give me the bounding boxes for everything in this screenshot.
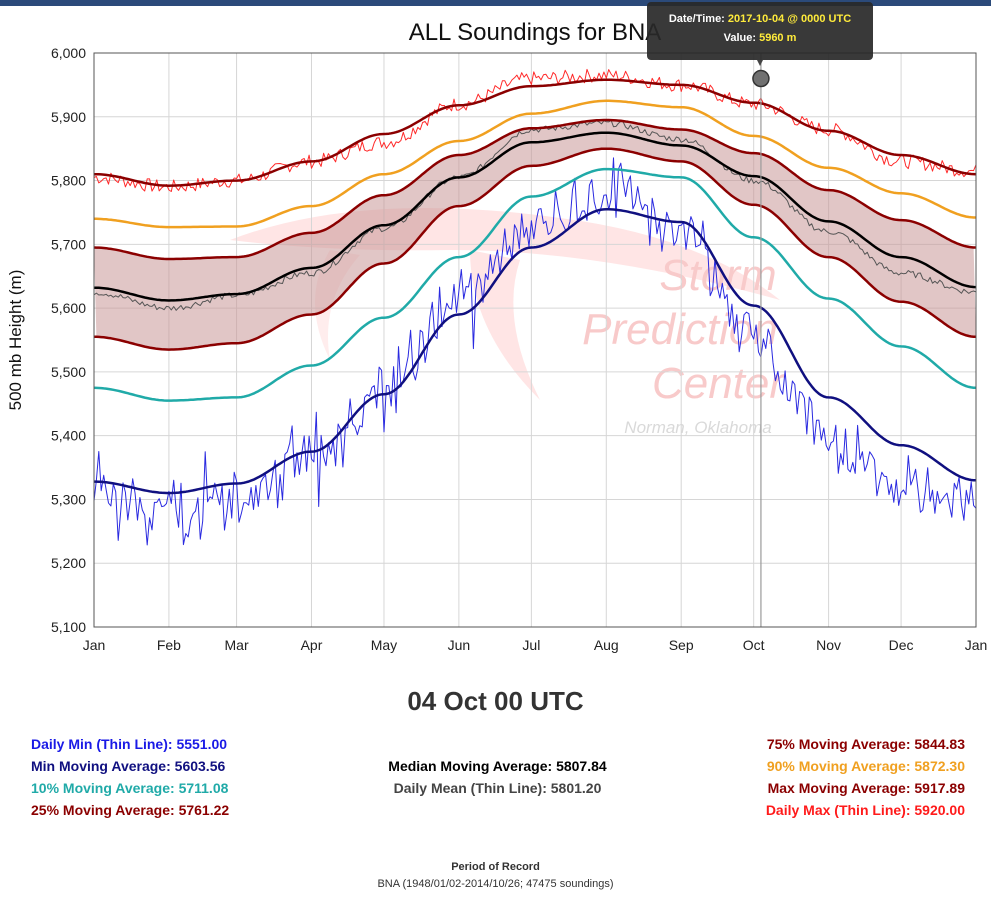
period-text: BNA (1948/01/02-2014/10/26; 47475 soundi…: [377, 878, 614, 890]
stat-10-moving-average: 10% Moving Average: 5711.08: [31, 780, 228, 796]
top-bar: [0, 0, 991, 6]
chart-title: ALL Soundings for BNA: [409, 19, 662, 46]
stat-label: 10% Moving Average:: [31, 780, 179, 796]
stat-value: 5917.89: [914, 780, 965, 796]
y-tick-label: 5,500: [51, 364, 86, 380]
x-tick-label: Dec: [889, 637, 914, 653]
stat-label: 75% Moving Average:: [766, 736, 915, 752]
series-line-75-moving-average: [93, 118, 976, 261]
stat-label: Daily Min (Thin Line):: [31, 736, 177, 752]
watermark-text: Norman, Oklahoma: [624, 418, 771, 437]
watermark-swoosh: [470, 250, 540, 400]
x-tick-label: Jan: [965, 637, 988, 653]
stat-label: Daily Max (Thin Line):: [765, 802, 915, 818]
y-tick-label: 5,100: [51, 619, 86, 635]
selected-point-marker: [752, 69, 770, 88]
y-tick-label: 5,900: [51, 109, 86, 125]
series-line-max-moving-average: [94, 78, 977, 187]
y-tick-label: 5,400: [51, 428, 86, 444]
stat-value: 5920.00: [914, 802, 965, 818]
tooltip-date-value: 2017-10-04 @ 0000 UTC: [727, 13, 852, 25]
stat-value: 5807.84: [556, 758, 607, 774]
watermark-text: Center: [652, 359, 786, 408]
x-tick-label: Jan: [83, 637, 106, 653]
tooltip-date-label: Date/Time:: [668, 13, 725, 25]
x-tick-label: Oct: [743, 637, 765, 653]
y-axis-label: 500 mb Height (m): [6, 270, 25, 411]
y-tick-label: 5,800: [51, 173, 86, 189]
plot-frame: [93, 52, 977, 628]
x-tick-label: May: [371, 637, 397, 653]
watermark-text: Storm: [659, 251, 776, 300]
tooltip-date-row: Date/Time: 2017-10-04 @ 0000 UTC: [647, 13, 873, 25]
y-tick-label: 5,700: [51, 236, 86, 252]
stat-label: Median Moving Average:: [388, 758, 557, 774]
x-tick-label: Jun: [448, 637, 471, 653]
series-line-25-moving-average: [94, 147, 977, 351]
series-line-min-moving-average: [94, 208, 977, 495]
stat-label: 90% Moving Average:: [766, 758, 915, 774]
stat-label: Daily Mean (Thin Line):: [393, 780, 551, 796]
stat-daily-max: Daily Max (Thin Line): 5920.00: [766, 802, 965, 818]
stat-min-moving-average: Min Moving Average: 5603.56: [31, 758, 225, 774]
stat-value: 5761.22: [178, 802, 230, 818]
stat-max-moving-average: Max Moving Average: 5917.89: [768, 780, 965, 796]
x-tick-label: Mar: [225, 637, 249, 653]
stat-value: 5872.30: [914, 758, 965, 774]
stat-median-moving-average: Median Moving Average: 5807.84: [340, 758, 655, 774]
stat-value: 5801.20: [550, 780, 602, 796]
x-tick-label: Feb: [157, 637, 181, 653]
selected-date-title: 04 Oct 00 UTC: [407, 686, 584, 716]
stat-90-moving-average: 90% Moving Average: 5872.30: [767, 758, 965, 774]
stat-25-moving-average: 25% Moving Average: 5761.22: [31, 802, 229, 818]
x-tick-label: Sep: [669, 637, 694, 653]
y-tick-label: 5,200: [51, 555, 86, 571]
x-tick-label: Nov: [816, 637, 841, 653]
series-line-10-moving-average: [93, 167, 977, 402]
x-tick-label: Jul: [522, 637, 540, 653]
tooltip-arrow: [757, 60, 763, 66]
tooltip-value-row: Value: 5960 m: [647, 32, 873, 44]
watermark-text: Prediction: [582, 305, 778, 354]
stat-label: Max Moving Average:: [767, 780, 915, 796]
stat-value: 5844.83: [914, 736, 965, 752]
y-tick-label: 6,000: [51, 45, 86, 61]
y-tick-label: 5,300: [51, 491, 86, 507]
series-line-90-moving-average: [94, 99, 976, 229]
x-tick-label: Apr: [301, 637, 323, 653]
period-title: Period of Record: [451, 861, 540, 873]
soundings-chart[interactable]: Storm Prediction Center Norman, Oklahoma 5,1…: [0, 0, 991, 680]
x-tick-label: Aug: [594, 637, 619, 653]
stat-label: 25% Moving Average:: [31, 802, 179, 818]
stat-label: Min Moving Average:: [31, 758, 175, 774]
stat-value: 5551.00: [176, 736, 228, 752]
stat-daily-min: Daily Min (Thin Line): 5551.00: [31, 736, 227, 752]
stat-value: 5711.08: [178, 780, 229, 796]
y-tick-label: 5,600: [51, 300, 86, 316]
tooltip-value-label: Value:: [723, 32, 757, 44]
series-line-median-moving-average: [94, 131, 977, 302]
stat-value: 5603.56: [174, 758, 226, 774]
chart-tooltip: Date/Time: 2017-10-04 @ 0000 UTC Value: …: [647, 2, 873, 60]
series-line-daily-min-thin-line: [93, 157, 977, 546]
tooltip-value-value: 5960 m: [759, 32, 797, 44]
stat-daily-mean: Daily Mean (Thin Line): 5801.20: [340, 780, 655, 796]
stat-75-moving-average: 75% Moving Average: 5844.83: [767, 736, 965, 752]
